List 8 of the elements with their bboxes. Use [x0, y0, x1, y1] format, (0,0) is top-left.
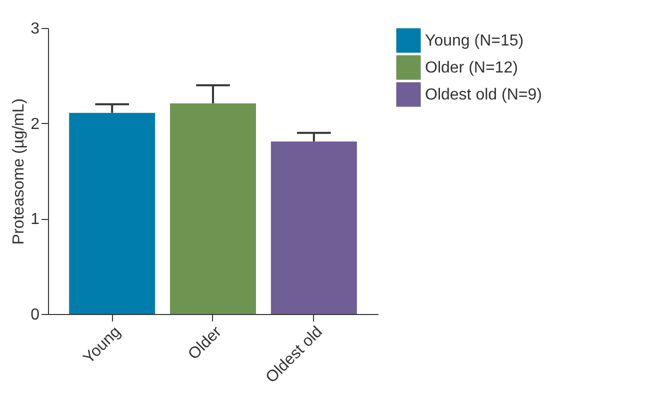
y-axis-title: Proteasome (µg/mL)	[10, 98, 28, 245]
y-tick-label: 0	[30, 306, 40, 324]
y-tick-label: 2	[30, 116, 40, 133]
y-tick-label: 1	[30, 211, 40, 228]
legend-label: Oldest old (N=9)	[425, 86, 542, 104]
legend-label: Young (N=15)	[425, 32, 524, 50]
legend-label: Older (N=12)	[425, 60, 518, 76]
y-tick-label: 3	[30, 20, 40, 38]
